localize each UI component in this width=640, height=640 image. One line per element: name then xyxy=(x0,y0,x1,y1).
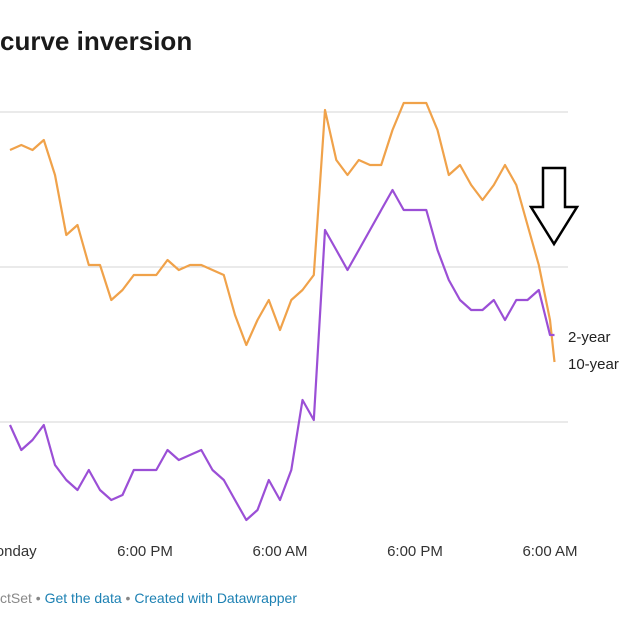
series-label: 2-year xyxy=(568,329,611,346)
footer-separator: • xyxy=(126,590,131,606)
footer-link[interactable]: Get the data xyxy=(45,590,122,606)
chart-title: curve inversion xyxy=(0,26,192,56)
footer-separator: • xyxy=(36,590,41,606)
footer-source: ctSet xyxy=(0,590,32,606)
footer-link[interactable]: Created with Datawrapper xyxy=(134,590,297,606)
x-tick-label: Monday xyxy=(0,543,37,560)
x-tick-label: 6:00 AM xyxy=(522,543,577,560)
series-label: 10-year xyxy=(568,356,619,373)
x-tick-label: 6:00 PM xyxy=(117,543,173,560)
series-line xyxy=(8,188,555,522)
x-tick-label: 6:00 PM xyxy=(387,543,443,560)
arrow-annotation xyxy=(528,166,580,247)
x-tick-label: 6:00 AM xyxy=(252,543,307,560)
footer: ctSet • Get the data • Created with Data… xyxy=(0,590,297,606)
series-line xyxy=(9,101,556,363)
